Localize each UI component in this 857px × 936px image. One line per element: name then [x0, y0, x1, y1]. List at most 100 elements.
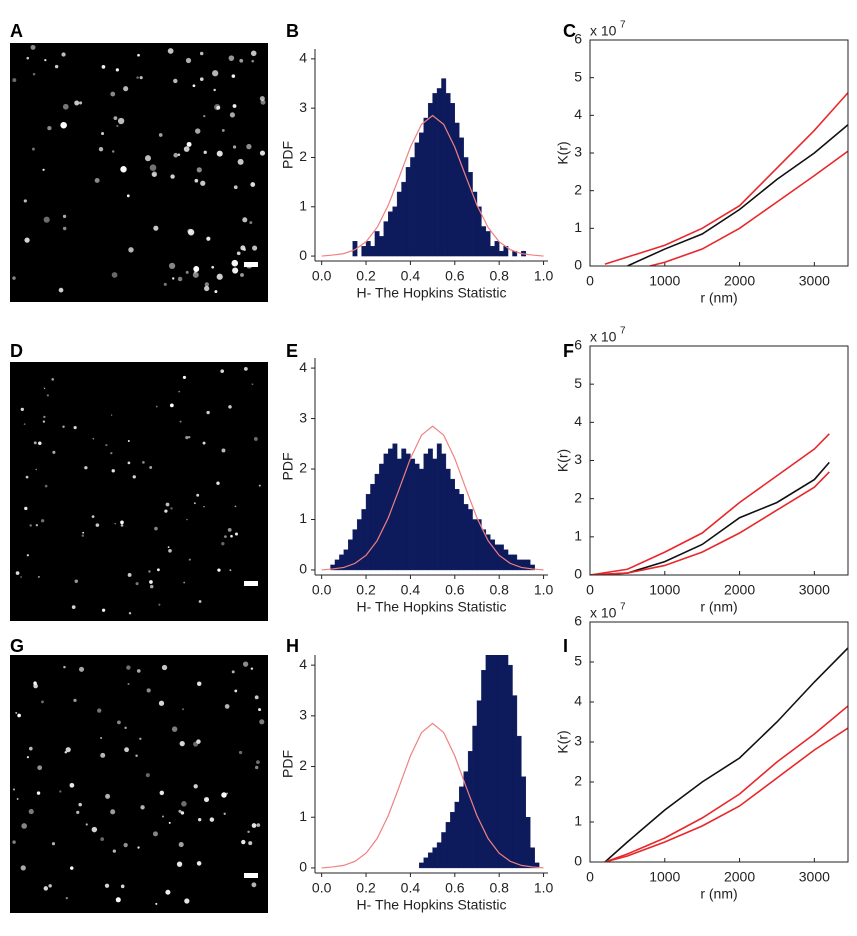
image-dot: [206, 410, 210, 415]
image-dot: [36, 791, 41, 795]
image-dot: [226, 792, 229, 795]
image-dot: [158, 603, 161, 606]
x-tick-label: 0.4: [401, 582, 421, 598]
image-dot: [65, 747, 71, 753]
image-dot: [209, 817, 215, 822]
image-dot: [101, 65, 106, 69]
image-dot: [229, 569, 232, 572]
image-dot: [95, 523, 100, 527]
image-dot: [62, 214, 67, 219]
image-dot: [123, 842, 128, 848]
y-tick-label: 1: [574, 813, 582, 829]
image-dot: [28, 808, 34, 815]
bar: [476, 700, 482, 869]
panel-label: C: [563, 21, 576, 41]
image-dot: [92, 438, 95, 440]
image-dot: [187, 228, 193, 234]
image-dot: [217, 568, 221, 572]
image-dot: [73, 426, 77, 430]
image-dot: [35, 468, 37, 471]
image-dot: [250, 667, 254, 670]
image-dot: [163, 282, 167, 286]
image-dot: [128, 611, 132, 615]
plot-frame: [589, 621, 849, 863]
image-dot: [255, 765, 259, 770]
bar: [472, 191, 478, 257]
bar: [485, 231, 491, 257]
bar: [459, 137, 464, 257]
image-dot: [241, 839, 246, 845]
image-dot: [115, 68, 119, 72]
image-dot: [102, 608, 106, 612]
image-dot: [154, 526, 158, 531]
image-dot: [70, 866, 74, 870]
panel-label: E: [286, 341, 298, 361]
x-tick-label: 0: [586, 273, 594, 289]
image-dot: [51, 842, 56, 846]
x-tick-label: 1000: [649, 869, 680, 885]
image-dot: [196, 861, 202, 866]
image-dot: [100, 752, 106, 758]
image-dot: [178, 390, 181, 393]
image-dot: [79, 666, 85, 672]
image-dot: [110, 414, 113, 416]
y-axis-title: K(r): [555, 730, 571, 753]
image-dot: [242, 217, 248, 223]
x-tick-label: 1.0: [534, 880, 554, 896]
y-tick-label: 2: [299, 460, 307, 476]
image-dot: [23, 423, 26, 426]
micrograph: [10, 655, 268, 913]
panel-label: B: [286, 21, 299, 41]
bar: [374, 231, 380, 257]
k-function-line: [604, 705, 848, 862]
bar: [383, 453, 389, 571]
bar: [410, 157, 416, 257]
plot-frame: [589, 39, 849, 267]
image-dot: [51, 378, 54, 381]
bar: [521, 776, 527, 869]
y-tick-label: 4: [574, 413, 582, 429]
bar: [405, 167, 411, 257]
bar: [507, 664, 513, 869]
micrograph: [10, 43, 268, 302]
bar: [410, 458, 416, 571]
image-dot: [26, 56, 30, 60]
bar: [490, 655, 495, 869]
bar: [379, 236, 384, 257]
image-dot: [177, 153, 181, 156]
bar: [388, 211, 393, 257]
bar: [525, 817, 531, 869]
bar: [454, 122, 460, 257]
image-dot: [200, 180, 206, 186]
y-multiplier: x 10: [590, 23, 617, 39]
image-dot: [214, 104, 221, 111]
y-multiplier: x 10: [590, 605, 617, 621]
image-dot: [114, 522, 116, 525]
image-dot: [234, 532, 239, 536]
image-dot: [120, 884, 125, 889]
image-dot: [253, 436, 258, 441]
image-dot: [214, 290, 218, 294]
image-dot: [124, 726, 127, 730]
scale-bar: [244, 873, 258, 878]
image-dot: [198, 600, 202, 603]
x-tick-label: 0.6: [445, 880, 465, 896]
image-dot: [149, 580, 153, 584]
image-dot: [155, 902, 158, 905]
image-dot: [71, 605, 76, 609]
bar: [436, 842, 442, 869]
y-tick-label: 2: [299, 148, 307, 164]
bar: [441, 453, 447, 571]
image-dot: [183, 146, 190, 152]
image-dot: [251, 383, 254, 386]
image-dot: [247, 830, 250, 834]
image-dot: [123, 86, 129, 92]
bar: [481, 670, 487, 869]
x-tick-label: 2000: [724, 273, 755, 289]
image-dot: [168, 821, 171, 824]
image-dot: [250, 50, 257, 57]
image-dot: [23, 199, 27, 203]
image-dot: [159, 790, 165, 796]
image-dot: [12, 276, 16, 280]
bar: [498, 655, 504, 869]
